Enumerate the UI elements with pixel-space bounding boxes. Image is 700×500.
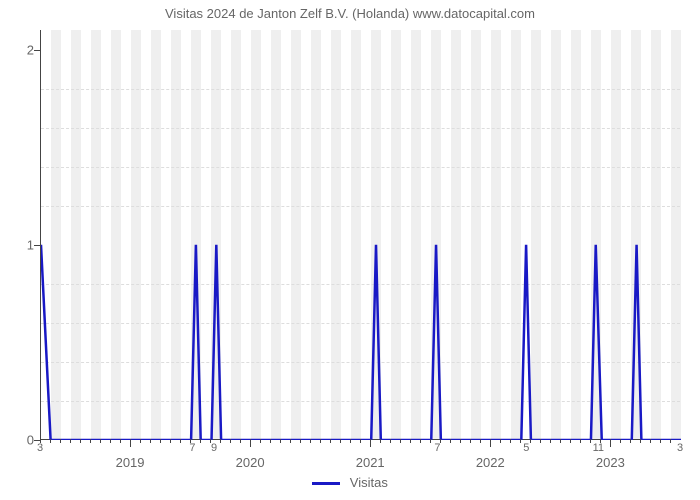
xtick-minor: [650, 439, 651, 443]
xtick-minor: [350, 439, 351, 443]
xtick-minor: [90, 439, 91, 443]
chart-title: Visitas 2024 de Janton Zelf B.V. (Holand…: [0, 6, 700, 21]
xtick-minor: [230, 439, 231, 443]
xtick-minor: [310, 439, 311, 443]
point-value-label: 7: [189, 442, 195, 454]
xtick-minor: [200, 439, 201, 443]
xtick-minor: [450, 439, 451, 443]
xtick-minor: [400, 439, 401, 443]
y-tick: [34, 440, 40, 441]
xtick-minor: [550, 439, 551, 443]
xtick-minor: [60, 439, 61, 443]
xtick-minor: [260, 439, 261, 443]
y-tick-label: 2: [14, 42, 34, 57]
chart-container: Visitas 2024 de Janton Zelf B.V. (Holand…: [0, 0, 700, 500]
xtick-minor: [150, 439, 151, 443]
xtick-minor: [580, 439, 581, 443]
xtick-minor: [410, 439, 411, 443]
x-tick-major: [490, 439, 491, 447]
point-value-label: 11: [593, 442, 604, 454]
xtick-minor: [540, 439, 541, 443]
line-series: [41, 30, 681, 440]
xtick-minor: [560, 439, 561, 443]
xtick-minor: [360, 439, 361, 443]
xtick-minor: [510, 439, 511, 443]
xtick-minor: [280, 439, 281, 443]
point-value-label: 9: [211, 442, 217, 454]
xtick-minor: [290, 439, 291, 443]
x-tick-label: 2019: [116, 455, 145, 470]
xtick-minor: [420, 439, 421, 443]
xtick-minor: [100, 439, 101, 443]
xtick-minor: [630, 439, 631, 443]
point-value-label: 3: [677, 442, 683, 454]
x-tick-major: [370, 439, 371, 447]
xtick-minor: [50, 439, 51, 443]
x-tick-label: 2023: [596, 455, 625, 470]
xtick-minor: [70, 439, 71, 443]
y-tick: [34, 245, 40, 246]
xtick-minor: [80, 439, 81, 443]
xtick-minor: [140, 439, 141, 443]
legend-swatch: [312, 482, 340, 485]
xtick-minor: [590, 439, 591, 443]
xtick-minor: [390, 439, 391, 443]
xtick-minor: [530, 439, 531, 443]
xtick-minor: [460, 439, 461, 443]
x-tick-label: 2020: [236, 455, 265, 470]
xtick-minor: [180, 439, 181, 443]
xtick-minor: [620, 439, 621, 443]
xtick-minor: [500, 439, 501, 443]
xtick-minor: [470, 439, 471, 443]
point-value-label: 5: [523, 442, 529, 454]
xtick-minor: [330, 439, 331, 443]
xtick-minor: [120, 439, 121, 443]
x-tick-major: [250, 439, 251, 447]
x-tick-label: 2021: [356, 455, 385, 470]
y-tick-label: 1: [14, 237, 34, 252]
xtick-minor: [160, 439, 161, 443]
xtick-minor: [670, 439, 671, 443]
xtick-minor: [220, 439, 221, 443]
legend-label: Visitas: [350, 475, 388, 490]
xtick-minor: [430, 439, 431, 443]
legend: Visitas: [0, 475, 700, 490]
y-tick: [34, 50, 40, 51]
x-tick-label: 2022: [476, 455, 505, 470]
plot-area: [40, 30, 680, 440]
xtick-minor: [170, 439, 171, 443]
point-value-label: 3: [37, 442, 43, 454]
xtick-minor: [110, 439, 111, 443]
point-value-label: 7: [434, 442, 440, 454]
xtick-minor: [340, 439, 341, 443]
xtick-minor: [300, 439, 301, 443]
xtick-minor: [320, 439, 321, 443]
x-tick-major: [610, 439, 611, 447]
xtick-minor: [270, 439, 271, 443]
xtick-minor: [570, 439, 571, 443]
xtick-minor: [640, 439, 641, 443]
xtick-minor: [480, 439, 481, 443]
xtick-minor: [660, 439, 661, 443]
y-tick-label: 0: [14, 433, 34, 448]
x-tick-major: [130, 439, 131, 447]
xtick-minor: [380, 439, 381, 443]
xtick-minor: [240, 439, 241, 443]
xtick-minor: [520, 439, 521, 443]
